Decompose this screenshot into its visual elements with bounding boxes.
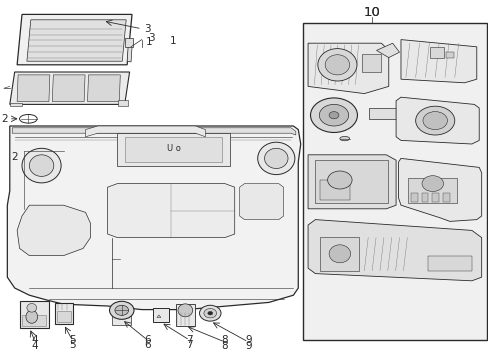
Ellipse shape (319, 104, 348, 126)
Bar (315, 160, 387, 203)
Bar (176, 304, 194, 326)
Bar (124, 38, 133, 47)
Bar (368, 108, 395, 119)
Polygon shape (307, 155, 395, 209)
Text: U o: U o (166, 144, 180, 153)
Text: 6: 6 (144, 340, 151, 350)
Bar (22, 315, 46, 326)
Polygon shape (10, 72, 129, 104)
Bar (20, 301, 49, 328)
Bar (303, 23, 486, 340)
Polygon shape (307, 43, 388, 94)
Bar (124, 137, 222, 162)
Text: 3: 3 (144, 24, 151, 34)
Bar (429, 47, 443, 58)
Text: 1: 1 (170, 36, 177, 46)
Text: 4: 4 (32, 335, 39, 345)
Polygon shape (87, 75, 120, 102)
Polygon shape (395, 97, 478, 144)
Text: 9: 9 (244, 335, 251, 345)
Polygon shape (400, 40, 476, 83)
Text: 5: 5 (69, 335, 76, 345)
Polygon shape (52, 75, 85, 102)
Polygon shape (17, 14, 132, 65)
Polygon shape (307, 220, 481, 281)
Polygon shape (7, 126, 300, 310)
Text: 2: 2 (1, 114, 8, 124)
Polygon shape (239, 184, 283, 220)
Ellipse shape (421, 176, 443, 192)
Bar (320, 237, 359, 271)
Text: 8: 8 (221, 341, 228, 351)
Ellipse shape (199, 305, 221, 321)
Bar (57, 311, 71, 322)
Bar (320, 180, 349, 200)
Polygon shape (27, 20, 126, 61)
Bar (407, 178, 456, 203)
Bar (112, 307, 131, 325)
Ellipse shape (317, 49, 356, 81)
Ellipse shape (26, 310, 38, 323)
Polygon shape (17, 75, 50, 102)
Ellipse shape (22, 148, 61, 183)
Ellipse shape (310, 98, 357, 132)
Bar (118, 100, 128, 106)
Ellipse shape (27, 303, 37, 312)
Polygon shape (12, 128, 295, 135)
Text: 7: 7 (186, 340, 193, 350)
Text: 4: 4 (32, 341, 39, 351)
Ellipse shape (29, 155, 54, 176)
Ellipse shape (415, 106, 454, 135)
Text: 1: 1 (145, 37, 152, 48)
Ellipse shape (207, 311, 212, 315)
Bar (442, 193, 449, 202)
Bar (152, 308, 169, 322)
Bar (410, 193, 417, 202)
Ellipse shape (328, 112, 338, 119)
Ellipse shape (328, 245, 350, 263)
Text: 10: 10 (363, 6, 379, 19)
Bar (361, 54, 381, 72)
Text: 6: 6 (144, 335, 151, 345)
Bar (117, 133, 229, 166)
Bar (431, 193, 438, 202)
Polygon shape (376, 43, 399, 58)
Polygon shape (85, 126, 205, 137)
Text: 7: 7 (186, 335, 193, 345)
Text: 9: 9 (244, 341, 251, 351)
Text: 8: 8 (221, 335, 228, 345)
Ellipse shape (203, 309, 216, 318)
Polygon shape (398, 158, 481, 221)
Polygon shape (107, 184, 234, 238)
Polygon shape (127, 47, 132, 62)
Ellipse shape (325, 55, 349, 75)
Text: 3: 3 (148, 33, 155, 43)
Bar (446, 52, 453, 58)
Ellipse shape (264, 148, 287, 168)
Ellipse shape (327, 171, 351, 189)
Ellipse shape (422, 112, 447, 130)
Bar (55, 303, 73, 324)
Ellipse shape (109, 301, 134, 319)
Text: 10: 10 (363, 6, 379, 19)
Ellipse shape (257, 142, 294, 175)
Bar (421, 193, 427, 202)
Text: 2: 2 (11, 152, 18, 162)
Bar (10, 103, 22, 106)
Ellipse shape (178, 304, 192, 317)
Polygon shape (17, 205, 90, 256)
Ellipse shape (339, 136, 349, 141)
Text: 5: 5 (69, 340, 76, 350)
Ellipse shape (115, 305, 128, 315)
Bar (427, 256, 471, 271)
